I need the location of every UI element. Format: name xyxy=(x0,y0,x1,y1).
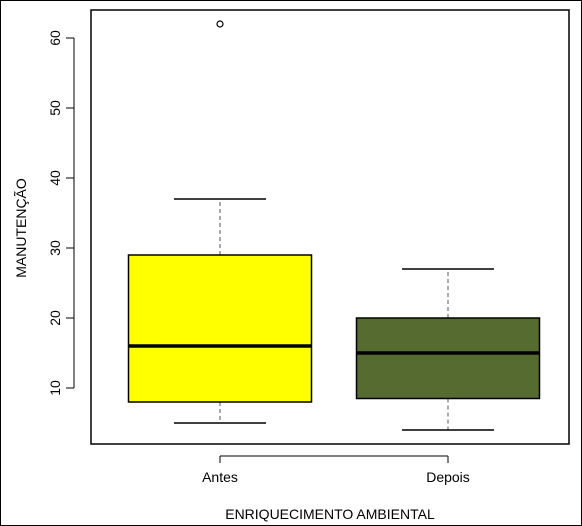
y-tick-label: 50 xyxy=(47,100,63,116)
y-tick-label: 10 xyxy=(47,380,63,396)
y-tick-label: 40 xyxy=(47,170,63,186)
iqr-box xyxy=(127,254,313,403)
y-tick-label: 60 xyxy=(47,30,63,46)
box-antes xyxy=(127,20,313,424)
x-tick-label-antes: Antes xyxy=(202,469,238,485)
plot-area xyxy=(90,9,570,445)
box-depois xyxy=(355,268,541,431)
box-group xyxy=(127,20,541,431)
y-tick-label: 20 xyxy=(47,310,63,326)
y-axis-label: MANUTENÇÃO xyxy=(13,178,29,278)
x-tick-label-depois: Depois xyxy=(426,469,470,485)
x-axis-label: ENRIQUECIMENTO AMBIENTAL xyxy=(225,506,435,522)
iqr-box xyxy=(355,317,541,400)
outlier-point xyxy=(216,20,224,28)
x-axis: Antes Depois xyxy=(202,455,470,485)
y-axis: 10 20 30 40 50 60 xyxy=(47,30,75,396)
y-tick-label: 30 xyxy=(47,240,63,256)
